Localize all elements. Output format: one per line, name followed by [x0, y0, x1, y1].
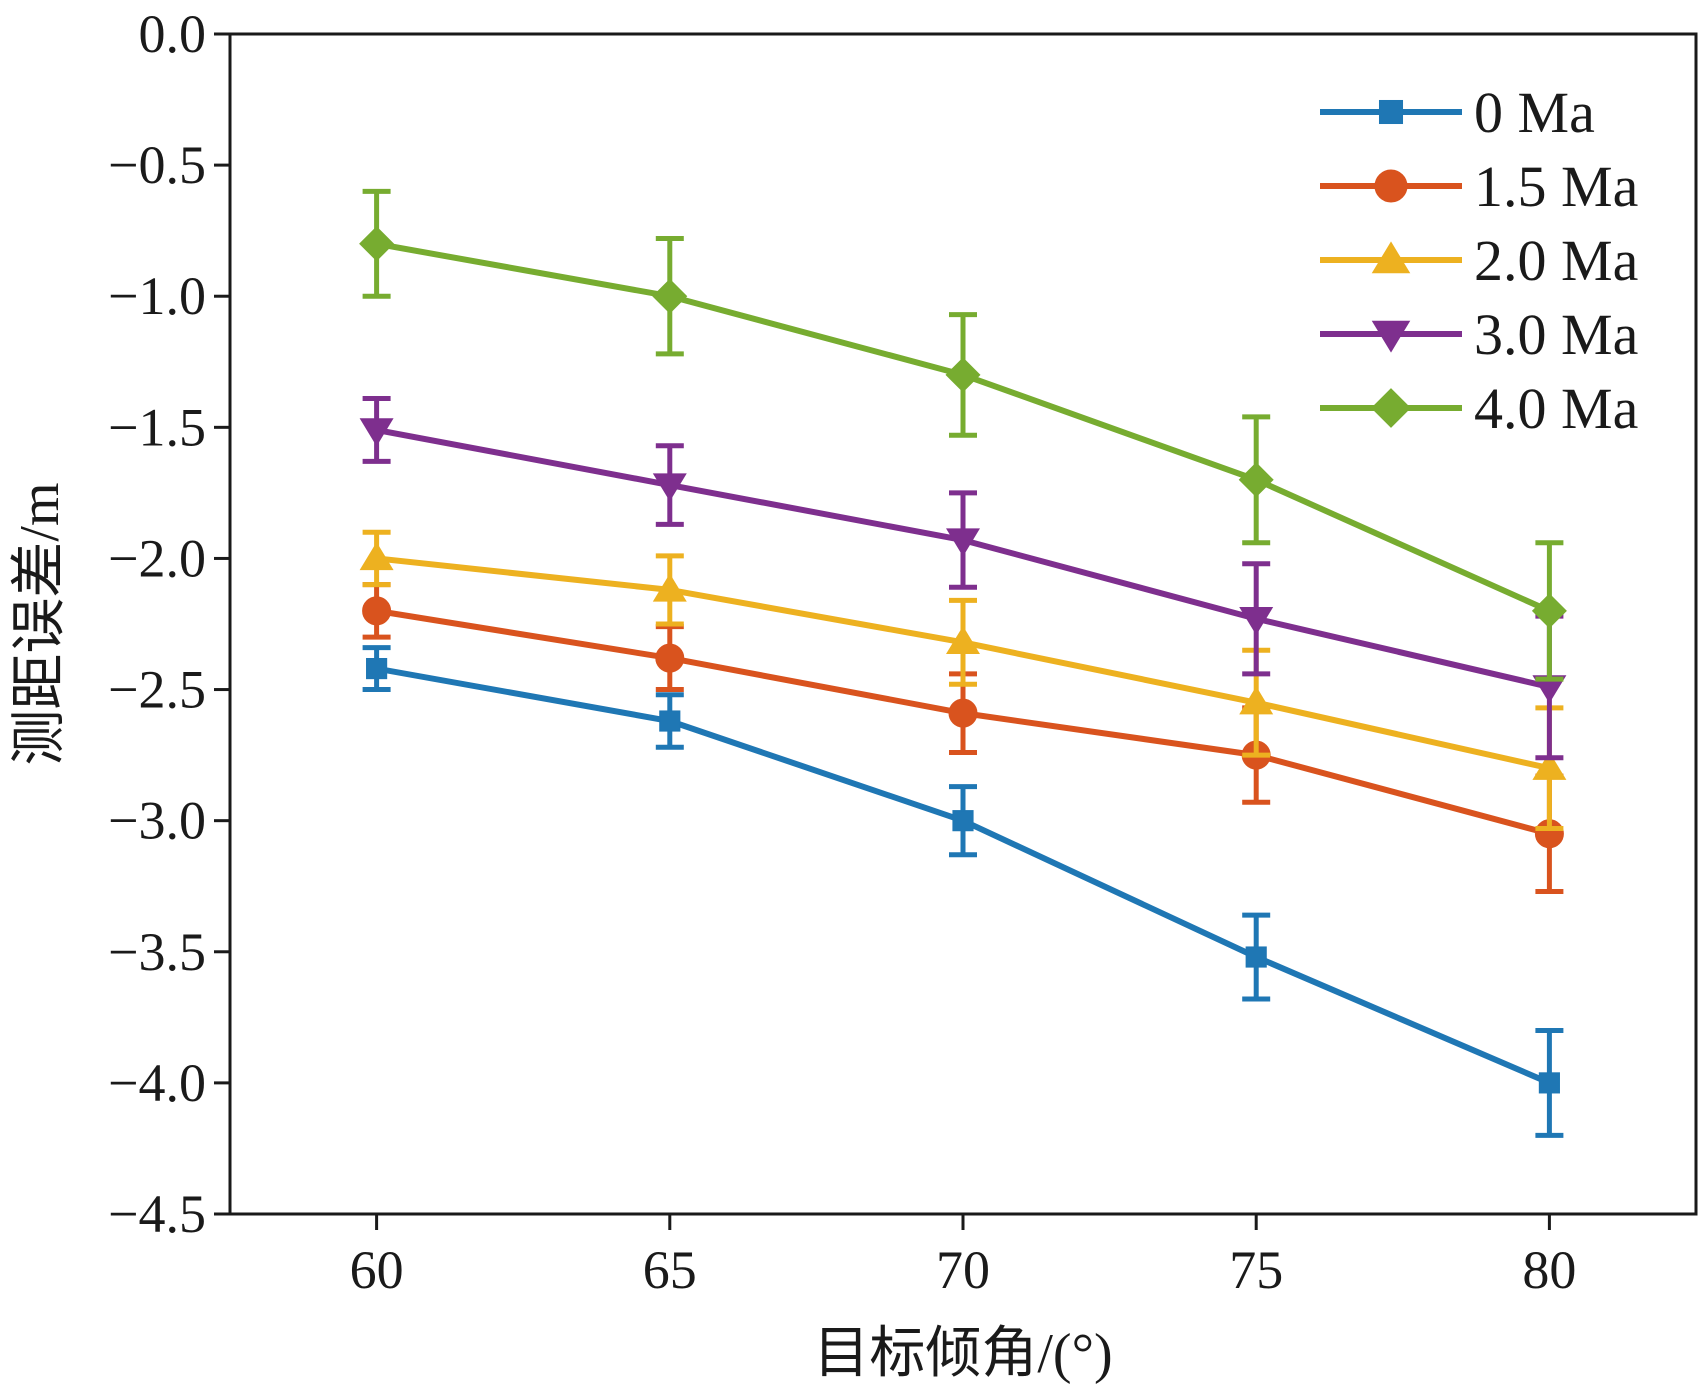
- legend-item: 2.0 Ma: [1320, 228, 1638, 293]
- legend-marker: [1371, 320, 1411, 353]
- data-point: [1238, 462, 1274, 498]
- data-point: [362, 596, 392, 626]
- data-point: [359, 542, 394, 571]
- y-tick-label: −2.5: [108, 660, 206, 720]
- series-4_0-Ma: [359, 188, 1567, 682]
- x-tick-label: 70: [936, 1240, 990, 1300]
- x-tick-label: 65: [643, 1240, 697, 1300]
- legend-item: 1.5 Ma: [1320, 154, 1638, 219]
- data-point: [1239, 607, 1274, 636]
- legend-marker: [1371, 388, 1411, 428]
- legend: 0 Ma 1.5 Ma 2.0 Ma 3.0 Ma 4.0 Ma: [1320, 80, 1638, 441]
- legend-marker: [1371, 241, 1411, 274]
- data-point: [946, 528, 980, 557]
- data-point: [952, 810, 974, 832]
- x-tick-label: 75: [1229, 1240, 1283, 1300]
- legend-label: 1.5 Ma: [1474, 154, 1638, 219]
- data-point: [1532, 751, 1567, 780]
- legend-label: 2.0 Ma: [1474, 228, 1638, 293]
- y-axis-title: 测距误差/m: [9, 482, 71, 765]
- data-point: [945, 357, 981, 393]
- legend-item: 0 Ma: [1320, 80, 1595, 145]
- y-tick-label: −4.0: [108, 1053, 206, 1113]
- x-axis: 60 65 70 75 80: [350, 1214, 1576, 1300]
- legend-marker: [1374, 169, 1408, 203]
- y-tick-label: −1.5: [108, 397, 206, 457]
- data-point: [659, 710, 681, 732]
- data-point: [652, 473, 687, 502]
- y-tick-label: 0.0: [139, 4, 207, 64]
- data-point: [655, 643, 685, 673]
- legend-label: 4.0 Ma: [1474, 376, 1638, 441]
- series-2_0-Ma: [359, 529, 1567, 832]
- data-point: [1239, 686, 1274, 715]
- x-axis-title: 目标倾角/(°): [813, 1323, 1112, 1385]
- data-point: [366, 657, 388, 680]
- data-point: [652, 278, 688, 314]
- data-point: [1538, 1072, 1560, 1094]
- data-point: [359, 226, 395, 262]
- legend-label: 3.0 Ma: [1474, 302, 1638, 367]
- y-tick-label: −3.0: [108, 791, 206, 851]
- legend-marker: [1378, 99, 1404, 125]
- legend-item: 3.0 Ma: [1320, 302, 1638, 367]
- y-tick-label: −0.5: [108, 135, 206, 195]
- data-point: [652, 573, 687, 602]
- series-3_0-Ma: [359, 395, 1567, 761]
- data-point: [948, 698, 978, 728]
- data-point: [946, 625, 980, 655]
- y-tick-label: −2.0: [108, 528, 206, 588]
- data-point: [1245, 946, 1267, 968]
- data-point: [1531, 593, 1567, 629]
- data-layer: [359, 188, 1567, 1138]
- x-tick-label: 80: [1522, 1240, 1576, 1300]
- legend-item: 4.0 Ma: [1320, 376, 1638, 441]
- y-tick-label: −1.0: [108, 266, 206, 326]
- y-tick-label: −4.5: [108, 1184, 206, 1244]
- y-tick-label: −3.5: [108, 922, 206, 982]
- data-point: [359, 418, 394, 447]
- x-tick-label: 60: [350, 1240, 404, 1300]
- y-axis: 0.0 −0.5 −1.0 −1.5 −2.0 −2.5 −3.0 −3.5 −4.0 −4.5: [108, 4, 230, 1244]
- legend-label: 0 Ma: [1474, 80, 1595, 145]
- series-0-Ma: [362, 645, 1564, 1138]
